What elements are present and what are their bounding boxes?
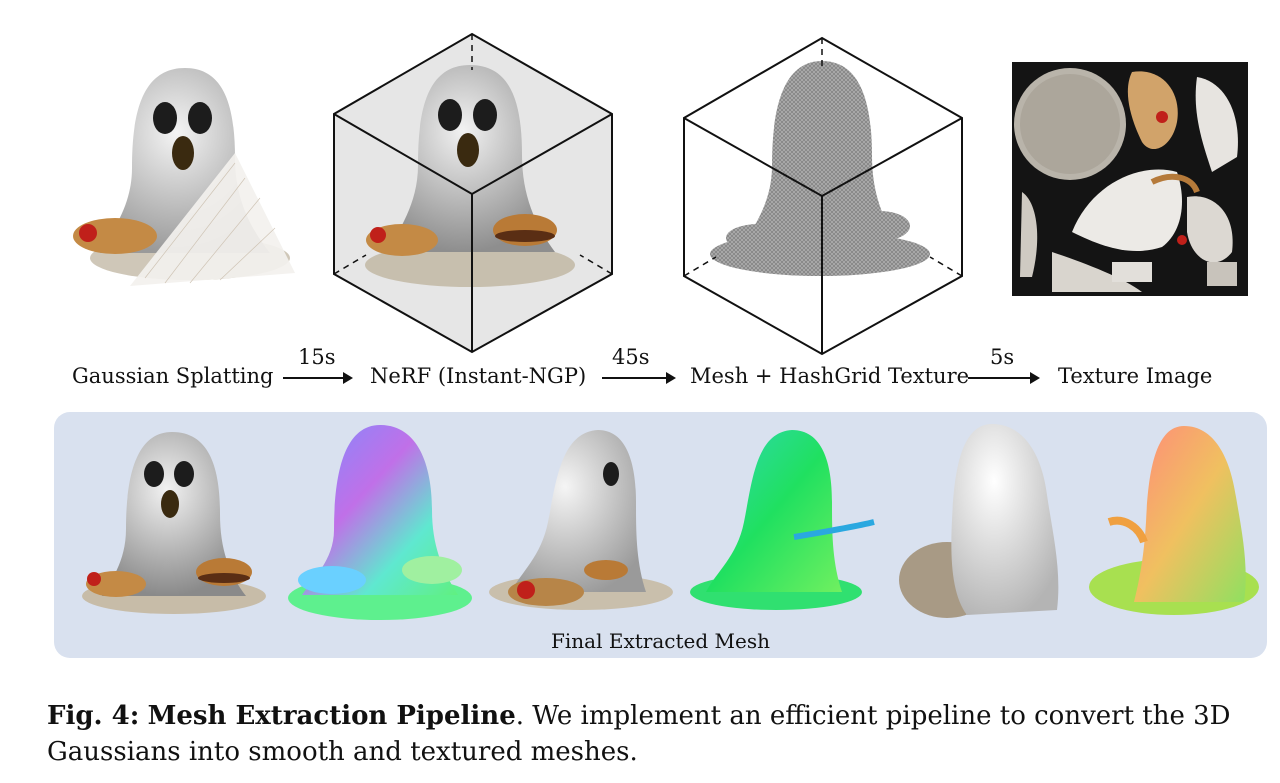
final-mesh-panel: Final Extracted Mesh: [54, 412, 1267, 658]
caption-text: . We implement an efficient pipeline to …: [47, 701, 1231, 767]
time-label-5s: 5s: [990, 345, 1015, 369]
caption-title: Mesh Extraction Pipeline: [147, 701, 516, 731]
final-mesh-label: Final Extracted Mesh: [551, 629, 770, 653]
time-label-45s: 45s: [612, 345, 650, 369]
final-mesh-textured-back: [899, 424, 1059, 618]
arrow-icon: [968, 372, 1040, 384]
nerf-render: [333, 32, 613, 354]
time-label-15s: 15s: [298, 345, 336, 369]
caption-fig-label: Fig. 4:: [47, 701, 140, 731]
final-mesh-normal-back: [1089, 426, 1259, 615]
final-mesh-normal-side: [690, 430, 875, 610]
texture-atlas-image: [1012, 62, 1248, 296]
figure-caption: Fig. 4: Mesh Extraction Pipeline. We imp…: [47, 698, 1272, 770]
mesh-hashgrid-render: [683, 36, 963, 356]
stage-label-texture-image: Texture Image: [1058, 364, 1213, 388]
stage-label-gaussian-splatting: Gaussian Splatting: [72, 364, 274, 388]
stage-label-nerf: NeRF (Instant-NGP): [370, 364, 587, 388]
final-mesh-textured-side: [489, 430, 673, 610]
final-mesh-textured-front: [82, 432, 266, 614]
arrow-icon: [283, 372, 353, 384]
arrow-icon: [602, 372, 676, 384]
final-mesh-normal-front: [288, 425, 472, 620]
stage-label-mesh-hashgrid: Mesh + HashGrid Texture: [690, 364, 970, 388]
gaussian-splatting-render: [73, 68, 295, 286]
